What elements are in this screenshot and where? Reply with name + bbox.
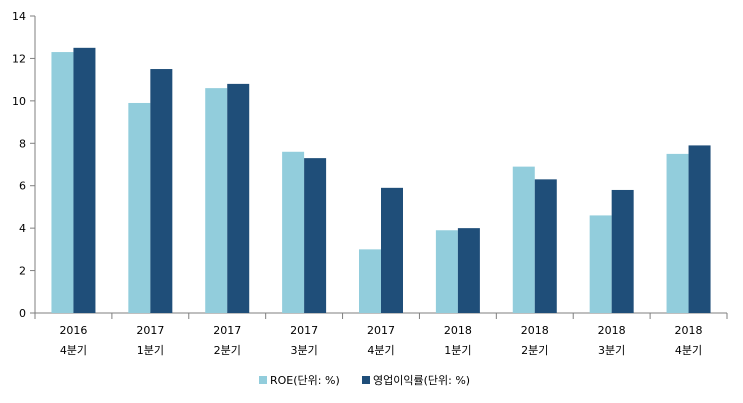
legend-label-operating-margin: 영업이익률(단위: %) [373,374,470,387]
legend-swatch-operating-margin [362,376,370,384]
bar-roe-2 [205,88,228,313]
bar-operating-margin-7 [611,189,634,313]
x-tick-label-year: 2018 [675,324,703,337]
legend-swatch-roe [259,376,267,384]
bar-operating-margin-4 [381,187,403,313]
y-tick-label: 10 [12,95,26,108]
bar-roe-6 [512,166,535,313]
bar-roe-0 [51,52,74,314]
x-tick-label-year: 2016 [59,324,87,337]
x-tick-label-year: 2017 [290,324,318,337]
x-tick-label-quarter: 1분기 [444,344,471,357]
bar-roe-5 [435,230,458,313]
bar-operating-margin-0 [73,47,96,313]
x-tick-label-year: 2018 [598,324,626,337]
x-tick-label-quarter: 3분기 [290,344,317,357]
y-tick-label: 6 [19,180,26,193]
y-tick-label: 14 [12,10,26,23]
bar-operating-margin-8 [688,145,711,313]
x-tick-label-year: 2017 [213,324,241,337]
x-tick-label-quarter: 2분기 [521,344,548,357]
y-tick-label: 8 [19,137,26,150]
y-tick-label: 12 [12,52,26,65]
y-tick-label: 4 [19,222,26,235]
x-tick-label-year: 2018 [444,324,472,337]
x-tick-label-year: 2017 [136,324,164,337]
x-tick-label-quarter: 4분기 [675,344,702,357]
y-axis: 0 2 4 6 8 10 12 14 [12,10,36,320]
bar-operating-margin-6 [534,179,557,313]
y-tick-label: 0 [19,307,26,320]
bar-roe-7 [589,215,612,313]
bar-roe-3 [282,151,305,313]
bar-roe-8 [666,153,689,313]
x-tick-label-quarter: 1분기 [137,344,164,357]
bar-roe-4 [359,249,381,313]
bar-operating-margin-1 [150,69,173,314]
x-axis: 2016 4분기 2017 1분기 2017 2분기 2017 3분기 2017 4분기 2018 1… [34,312,728,357]
y-tick-label: 2 [19,265,26,278]
bars [51,47,711,314]
legend-label-roe: ROE(단위: %) [270,374,340,387]
bar-roe-1 [128,102,151,313]
x-tick-label-quarter: 2분기 [214,344,241,357]
bar-operating-margin-2 [227,83,250,313]
legend: ROE(단위: %) 영업이익률(단위: %) [259,374,470,387]
x-tick-label-quarter: 4분기 [60,344,87,357]
bar-operating-margin-3 [304,158,327,313]
x-tick-label-year: 2018 [521,324,549,337]
x-tick-label-quarter: 4분기 [367,344,394,357]
x-tick-label-year: 2017 [367,324,395,337]
bar-operating-margin-5 [457,228,480,313]
x-tick-label-quarter: 3분기 [598,344,625,357]
